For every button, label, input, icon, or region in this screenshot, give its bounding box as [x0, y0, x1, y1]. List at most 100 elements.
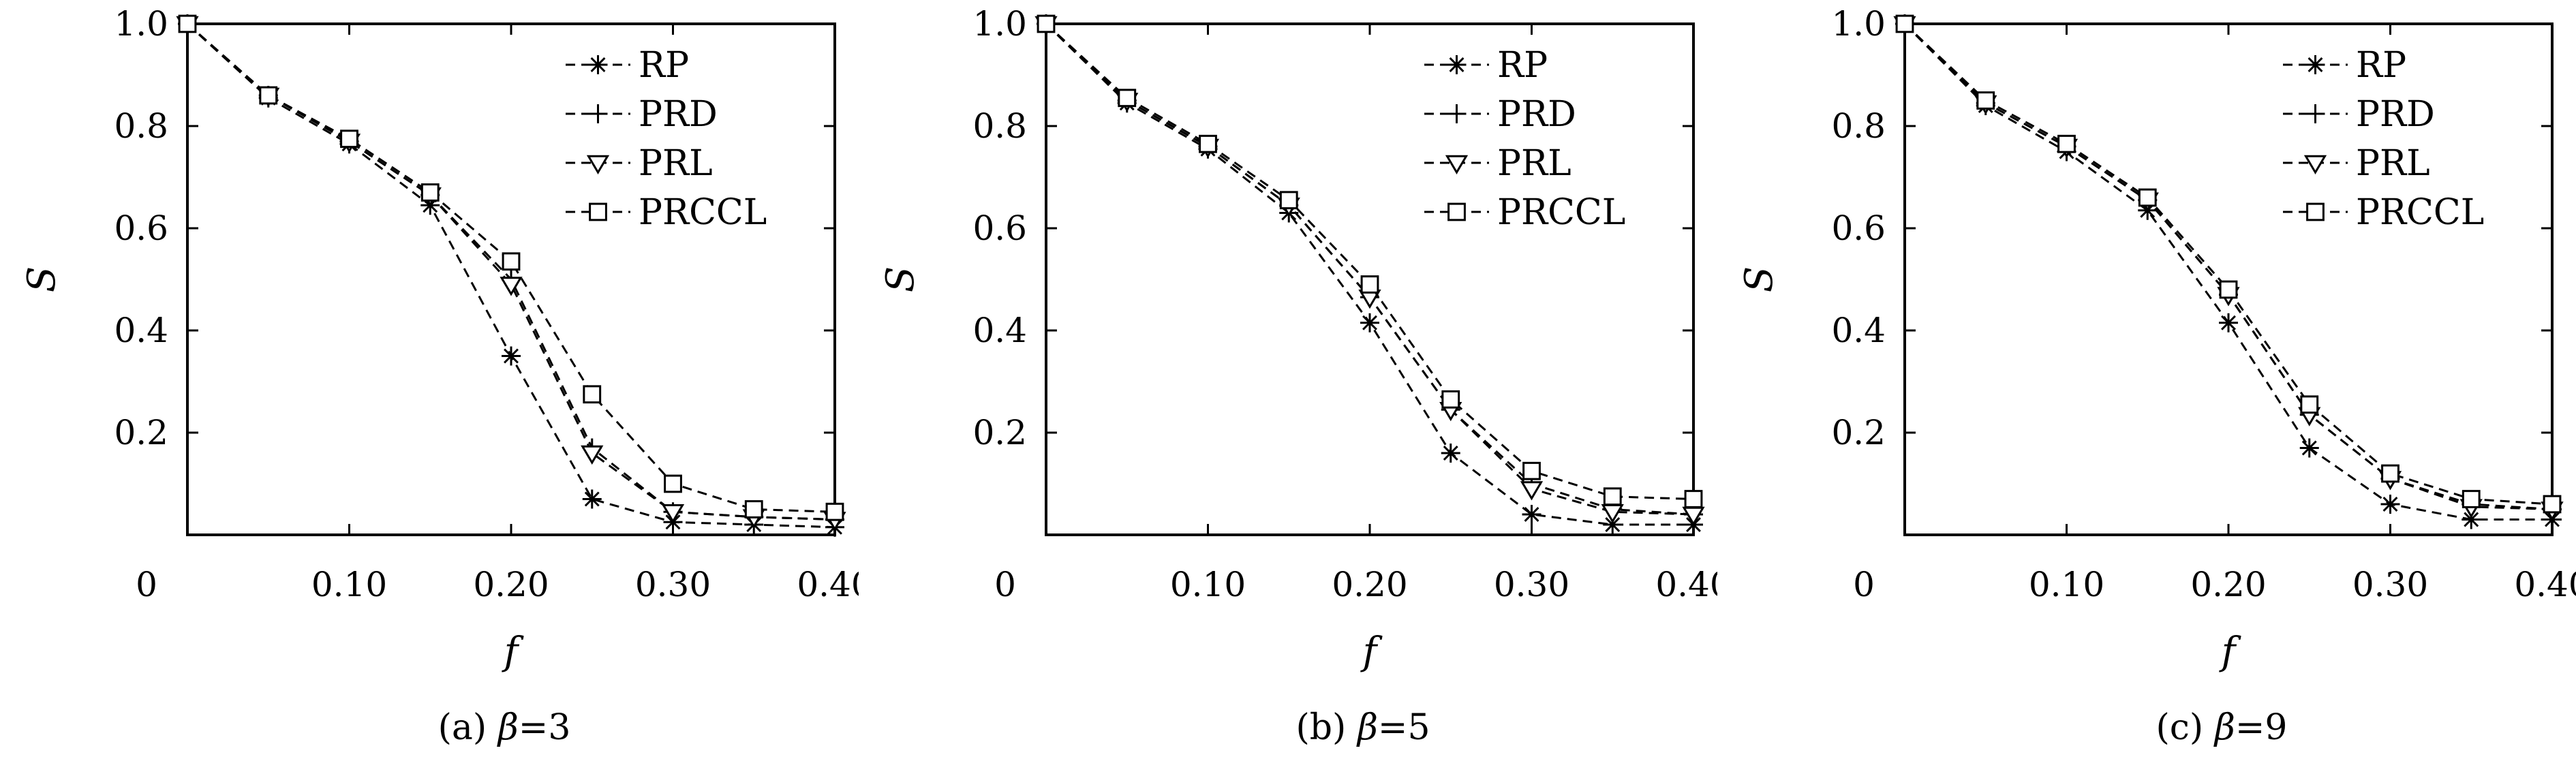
series-prccl [178, 14, 844, 521]
legend-item: PRD [1424, 94, 1576, 135]
data-point [1682, 506, 1705, 526]
caption-symbol: β [497, 707, 519, 748]
data-point [1118, 89, 1137, 108]
y-tick-label: 0.8 [114, 106, 168, 146]
data-point [420, 183, 440, 202]
data-point [178, 14, 197, 33]
data-point [1895, 14, 1914, 33]
x-tick-label: 0.40 [797, 565, 859, 604]
y-tick-label: 0.6 [1831, 208, 1886, 248]
series-prd [1895, 14, 2562, 519]
x-axis-title: f [2219, 630, 2242, 674]
x-tick-label: 0.20 [473, 565, 549, 604]
x-tick-label: 0.40 [2514, 565, 2576, 604]
data-point [1684, 490, 1703, 508]
series-prccl [1895, 14, 2562, 514]
y-tick-label: 1.0 [1831, 4, 1886, 44]
caption-prefix: (b) [1295, 707, 1357, 748]
data-point [583, 385, 602, 404]
legend-marker [2305, 104, 2325, 123]
legend-item: RP [2283, 45, 2406, 86]
y-axis-title: S [878, 266, 923, 292]
x-tick-label: 0.40 [1655, 565, 1717, 604]
panel-caption: (b) β=5 [1295, 707, 1430, 748]
series-prl [1893, 16, 2564, 521]
legend-item: PRL [1424, 143, 1571, 184]
data-point [1603, 487, 1622, 506]
legend: RP PRD PRL PRCCL [566, 45, 767, 233]
series-prd [178, 14, 844, 529]
data-point [1520, 481, 1544, 501]
data-point [2138, 188, 2157, 207]
data-point [1522, 505, 1542, 524]
y-tick-label: 0.2 [972, 413, 1027, 452]
panel-b: 0 0.10 0.20 0.30 0.40 0.2 0.4 0.6 0.8 1.0 f S RP PRD P… [859, 0, 1732, 756]
caption-symbol: β [2213, 707, 2235, 748]
data-point [502, 252, 521, 271]
y-axis-title: S [1737, 266, 1781, 292]
x-tick-label: 0 [136, 565, 157, 604]
plot-frame [1903, 22, 2554, 536]
y-tick-label: 0.4 [114, 311, 168, 350]
legend-label: PRD [639, 94, 718, 135]
legend-marker [2305, 55, 2325, 74]
data-point [2219, 280, 2238, 299]
data-point [1279, 191, 1298, 210]
series-line [1903, 22, 2553, 510]
legend-item: RP [1424, 45, 1548, 86]
y-tick-label: 0.2 [1831, 413, 1886, 452]
legend-marker [2306, 202, 2325, 221]
data-point [582, 489, 602, 509]
x-axis-title: f [1360, 630, 1383, 674]
series-line [1903, 22, 2552, 521]
legend-label: PRCCL [2356, 192, 2484, 233]
legend-label: PRCCL [1497, 192, 1625, 233]
series-prd [1037, 14, 1703, 524]
y-tick-label: 0.2 [114, 413, 168, 452]
legend-label: PRCCL [639, 192, 767, 233]
x-axis-title: f [502, 630, 525, 674]
data-point [2462, 490, 2481, 508]
data-point [2300, 395, 2319, 414]
chart-svg: 0 0.10 0.20 0.30 0.40 0.2 0.4 0.6 0.8 1.0 f S RP PRD P… [20, 4, 873, 748]
chart-svg: 0 0.10 0.20 0.30 0.40 0.2 0.4 0.6 0.8 1.0 f S RP PRD P… [1737, 4, 2576, 748]
data-point [2057, 134, 2076, 153]
legend-label: RP [2356, 45, 2406, 86]
data-point [1360, 275, 1379, 294]
legend-marker [1447, 104, 1467, 123]
data-point [2380, 495, 2400, 514]
x-tick-label: 0.20 [1332, 565, 1407, 604]
panel-caption: (c) β=9 [2156, 707, 2288, 748]
legend-marker [589, 202, 607, 221]
x-tick-label: 0.10 [1170, 565, 1246, 604]
panel-a: 0 0.10 0.20 0.30 0.40 0.2 0.4 0.6 0.8 1.0 f S RP PRD P… [0, 0, 873, 756]
data-point [2299, 438, 2319, 458]
legend-item: RP [566, 45, 689, 86]
data-point [259, 86, 278, 105]
data-point [2462, 510, 2481, 529]
x-tick-label: 0.30 [2352, 565, 2428, 604]
data-point [664, 474, 682, 493]
data-point [661, 504, 685, 524]
caption-prefix: (c) [2156, 707, 2215, 748]
x-tick-label: 0.30 [635, 565, 711, 604]
caption-symbol: β [1356, 707, 1378, 748]
legend-marker [1445, 155, 1469, 174]
legend-label: RP [639, 45, 689, 86]
series-line [1045, 22, 1693, 526]
panel-caption: (a) β=3 [438, 707, 571, 748]
caption-suffix: =9 [2235, 707, 2288, 748]
series-line [187, 22, 835, 521]
data-point [1441, 390, 1460, 409]
data-point [581, 445, 604, 465]
x-tick-label: 0.20 [2190, 565, 2266, 604]
y-tick-label: 0.8 [1831, 106, 1886, 146]
data-point [1037, 14, 1056, 33]
legend-marker [1447, 202, 1466, 221]
legend-label: PRD [1497, 94, 1576, 135]
caption-prefix: (a) [438, 707, 498, 748]
data-point [744, 500, 763, 518]
data-point [1603, 515, 1623, 534]
data-point [500, 277, 523, 296]
series-line [1903, 22, 2553, 506]
